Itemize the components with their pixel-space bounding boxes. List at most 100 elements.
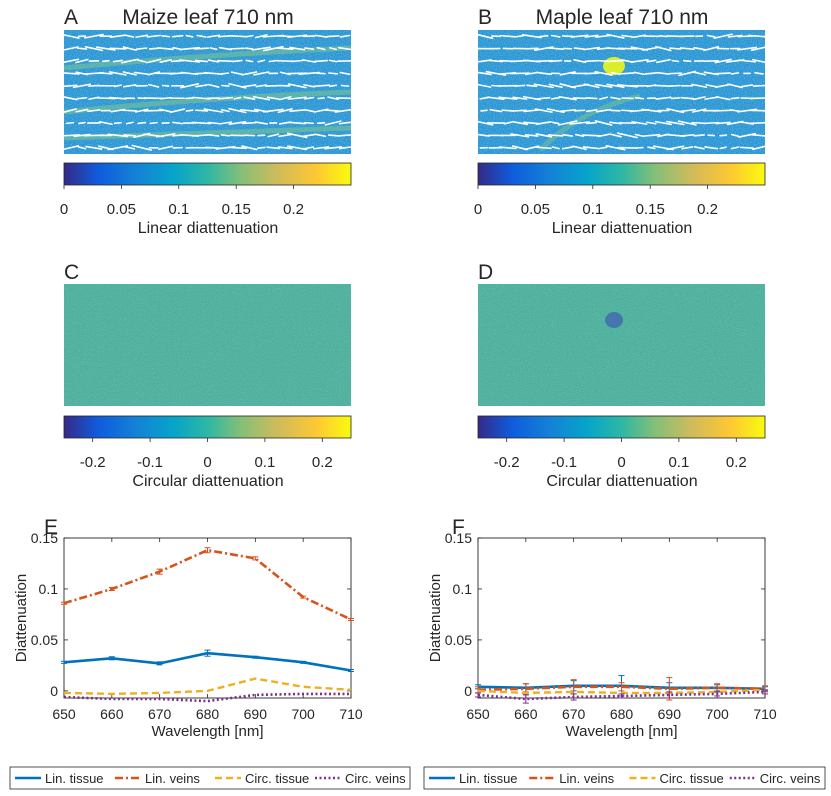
panel-a-orientation-line-28 bbox=[109, 47, 127, 50]
panel-b-orientation-line-11 bbox=[606, 33, 625, 39]
panel-a-orientation-line-5 bbox=[125, 34, 135, 38]
panel-a-orientation-line-32 bbox=[157, 47, 174, 51]
panel-a-orientation-line-204 bbox=[207, 133, 220, 137]
panel-f-axes-box bbox=[477, 537, 766, 699]
panel-a-orientation-line-135 bbox=[243, 96, 256, 100]
panel-b-orientation-line-197 bbox=[535, 133, 553, 138]
panel-a-map bbox=[59, 30, 356, 154]
panel-b-orientation-line-198 bbox=[548, 134, 564, 137]
panel-d-colorbar-tick-label-1: -0.1 bbox=[551, 454, 577, 471]
panel-b-orientation-line-203 bbox=[609, 133, 622, 138]
panel-a-orientation-line-172 bbox=[113, 121, 122, 125]
panel-a-orientation-line-23 bbox=[339, 34, 351, 38]
panel-a-orientation-line-216 bbox=[60, 145, 80, 151]
panel-e-series-0-errorbar-3 bbox=[204, 649, 211, 657]
panel-b-orientation-line-106 bbox=[594, 83, 613, 88]
panel-a-orientation-line-210 bbox=[278, 133, 293, 138]
panel-e-xtick-label-2: 670 bbox=[148, 706, 172, 722]
panel-e-series-1-errorbar-4 bbox=[252, 556, 259, 561]
panel-b-orientation-line-192 bbox=[478, 133, 490, 137]
panel-c-colorbar: -0.2 -0.1 0 0.1 0.2 Circular diattenuation bbox=[63, 415, 352, 490]
panel-a-orientation-line-30 bbox=[136, 47, 148, 50]
panel-a-orientation-line-108 bbox=[207, 83, 220, 88]
panel-b-orientation-line-226 bbox=[599, 146, 608, 150]
panel-b-orientation-line-131 bbox=[610, 96, 621, 100]
panel-e-ytick-label-0: 0 bbox=[50, 683, 58, 699]
panel-a-orientation-line-25 bbox=[76, 47, 88, 50]
panel-a-orientation-line-111 bbox=[242, 84, 257, 88]
panel-a-orientation-line-209 bbox=[267, 133, 280, 138]
panel-a-orientation-line-168 bbox=[65, 121, 75, 125]
panel-b-orientation-line-6 bbox=[550, 34, 561, 38]
panel-a-orientation-line-84 bbox=[203, 71, 224, 75]
panel-e-xlabel: Wavelength [nm] bbox=[152, 723, 264, 740]
panel-a-orientation-line-119 bbox=[340, 84, 350, 87]
panel-e-legend-label-3: Circ. veins bbox=[345, 771, 406, 786]
panel-b-orientation-line-222 bbox=[551, 146, 560, 150]
panel-a-orientation-line-149 bbox=[122, 109, 138, 112]
panel-a-orientation-line-45 bbox=[316, 46, 326, 51]
panel-b-colorbar-tick-label-2: 0.1 bbox=[582, 201, 603, 218]
panel-b-orientation-line-117 bbox=[727, 83, 743, 89]
panel-a-orientation-line-58 bbox=[179, 59, 201, 63]
panel-a-orientation-line-188 bbox=[304, 121, 314, 125]
panel-a-orientation-line-187 bbox=[288, 121, 307, 125]
panel-f-series-3-errorbar-3 bbox=[618, 693, 625, 699]
panel-a-colorbar: 0 0.05 0.1 0.15 0.2 Linear diattenuation bbox=[60, 162, 352, 237]
panel-a-orientation-line-52 bbox=[112, 59, 123, 63]
panel-a-orientation-line-158 bbox=[228, 107, 247, 114]
panel-e-series-1-errorbar-5 bbox=[300, 595, 307, 599]
panel-b-orientation-line-133 bbox=[634, 96, 645, 100]
panel-a-orientation-line-64 bbox=[257, 59, 266, 63]
panel-b-orientation-line-122 bbox=[498, 96, 518, 100]
panel-e-legend-box bbox=[9, 766, 411, 790]
panel-a-orientation-line-181 bbox=[218, 121, 233, 125]
panel-b-orientation-line-77 bbox=[535, 71, 552, 76]
panel-b-orientation-line-228 bbox=[617, 146, 638, 149]
panel-b-orientation-line-32 bbox=[573, 47, 586, 50]
panel-b-orientation-line-4 bbox=[521, 34, 542, 39]
panel-a-orientation-line-153 bbox=[169, 108, 186, 113]
panel-a-orientation-line-76 bbox=[108, 71, 127, 76]
panel-a-orientation-line-43 bbox=[289, 46, 306, 51]
panel-a-orientation-line-192 bbox=[59, 134, 81, 137]
panel-b-orientation-line-170 bbox=[503, 121, 513, 125]
panel-b-orientation-line-174 bbox=[551, 121, 560, 125]
panel-a-orientation-line-179 bbox=[191, 121, 212, 125]
panel-a-orientation-line-169 bbox=[78, 121, 86, 125]
panel-a-orientation-line-177 bbox=[172, 121, 184, 125]
panel-a-orientation-line-239 bbox=[338, 146, 352, 150]
panel-b-orientation-line-184 bbox=[666, 120, 685, 126]
panel-a-orientation-line-175 bbox=[149, 121, 158, 125]
panel-a-orientation-line-62 bbox=[232, 59, 243, 63]
panel-f-chart: F 650 660 670 680 690 700 710 0 0.05 0.1 0.15 Wavele… bbox=[423, 516, 826, 790]
panel-b-orientation-line-20 bbox=[713, 33, 733, 39]
panel-e-series-0-errorbar-1 bbox=[108, 656, 115, 661]
panel-a-orientation-line-54 bbox=[137, 59, 147, 63]
panel-b-orientation-line-47 bbox=[750, 46, 768, 51]
panel-b-orientation-line-56 bbox=[573, 59, 587, 63]
panel-b-orientation-line-3 bbox=[515, 34, 525, 38]
panel-f-series-3-errorbar-1 bbox=[522, 694, 529, 704]
panel-a-orientation-line-156 bbox=[203, 108, 224, 113]
panel-a-orientation-line-77 bbox=[122, 71, 137, 76]
panel-f-series-3-errorbar-4 bbox=[666, 691, 673, 699]
panel-b-orientation-line-99 bbox=[514, 84, 526, 87]
panel-f-xtick-label-6: 710 bbox=[753, 706, 777, 722]
panel-b-letter: B bbox=[478, 6, 492, 29]
panel-b-orientation-line-105 bbox=[583, 83, 600, 89]
panel-e-xtick-label-0: 650 bbox=[52, 706, 76, 722]
panel-b-orientation-line-162 bbox=[691, 108, 707, 113]
panel-a-orientation-line-191 bbox=[338, 121, 352, 125]
panel-f-series-3-errorbar-0 bbox=[475, 692, 481, 698]
panel-b-orientation-line-164 bbox=[712, 109, 734, 112]
panel-b-orientation-lines bbox=[473, 33, 770, 151]
panel-b-orientation-line-209 bbox=[680, 134, 695, 137]
panel-b-orientation-line-236 bbox=[719, 146, 727, 150]
panel-a-orientation-line-142 bbox=[327, 96, 339, 101]
panel-b-orientation-line-127 bbox=[558, 96, 577, 101]
panel-b-title: Maple leaf 710 nm bbox=[536, 6, 709, 29]
panel-b-orientation-line-196 bbox=[525, 133, 539, 137]
panel-b-orientation-line-84 bbox=[619, 72, 635, 75]
panel-b-orientation-line-218 bbox=[498, 146, 517, 150]
